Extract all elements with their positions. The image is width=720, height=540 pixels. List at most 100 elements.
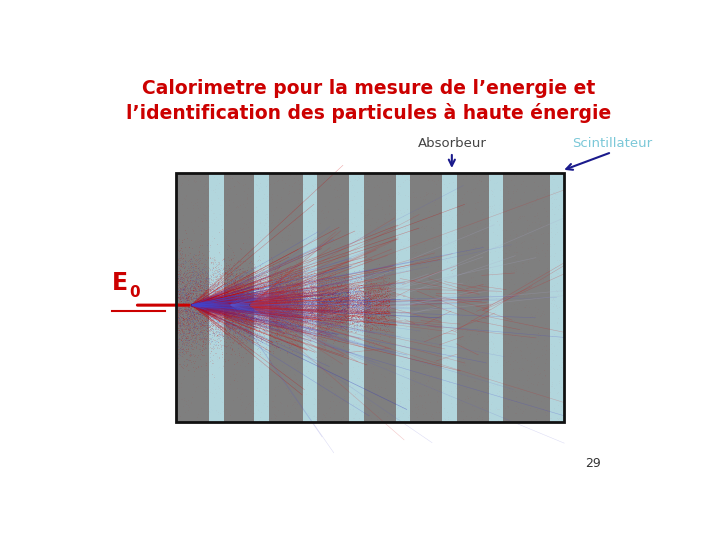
Point	[351, 287, 363, 296]
Point	[384, 201, 395, 210]
Point	[222, 320, 234, 328]
Point	[224, 324, 235, 333]
Point	[194, 282, 206, 291]
Point	[465, 352, 477, 361]
Point	[349, 246, 361, 254]
Point	[293, 291, 305, 299]
Point	[322, 299, 333, 308]
Point	[351, 301, 362, 309]
Point	[341, 309, 352, 318]
Point	[238, 299, 249, 307]
Point	[339, 333, 351, 341]
Point	[266, 233, 278, 241]
Point	[186, 314, 198, 322]
Point	[373, 298, 384, 306]
Point	[474, 305, 486, 314]
Point	[274, 313, 286, 322]
Point	[302, 286, 313, 294]
Point	[336, 305, 348, 313]
Point	[331, 311, 343, 320]
Point	[280, 269, 292, 278]
Point	[296, 269, 307, 278]
Point	[270, 313, 282, 322]
Point	[372, 211, 384, 220]
Point	[178, 278, 189, 287]
Point	[194, 319, 205, 328]
Point	[206, 343, 217, 352]
Point	[342, 292, 354, 300]
Point	[356, 377, 368, 386]
Point	[356, 302, 367, 310]
Point	[346, 314, 358, 322]
Point	[199, 271, 211, 279]
Point	[372, 282, 383, 291]
Point	[344, 292, 356, 300]
Point	[206, 306, 217, 314]
Point	[178, 296, 189, 305]
Point	[249, 286, 261, 294]
Point	[209, 262, 220, 271]
Point	[293, 250, 305, 259]
Point	[191, 408, 202, 416]
Point	[222, 305, 234, 314]
Point	[185, 286, 197, 295]
Point	[202, 306, 213, 314]
Point	[189, 297, 200, 306]
Point	[297, 282, 309, 291]
Point	[269, 287, 280, 296]
Point	[284, 301, 295, 309]
Point	[189, 318, 200, 327]
Point	[235, 326, 247, 335]
Point	[266, 290, 278, 299]
Point	[253, 314, 264, 323]
Point	[218, 326, 230, 335]
Point	[354, 306, 365, 315]
Point	[351, 273, 362, 281]
Point	[293, 288, 305, 297]
Point	[284, 285, 295, 293]
Point	[199, 179, 211, 188]
Point	[264, 355, 276, 364]
Point	[375, 301, 387, 309]
Point	[191, 299, 202, 307]
Point	[539, 222, 550, 231]
Point	[315, 303, 326, 312]
Point	[318, 309, 330, 318]
Point	[222, 277, 233, 286]
Point	[220, 348, 231, 357]
Point	[214, 267, 225, 275]
Point	[350, 298, 361, 306]
Point	[304, 326, 315, 334]
Point	[321, 300, 333, 308]
Point	[214, 354, 225, 362]
Point	[329, 312, 341, 320]
Point	[349, 301, 361, 310]
Point	[333, 398, 345, 407]
Point	[270, 328, 282, 336]
Point	[242, 291, 253, 299]
Point	[318, 284, 330, 292]
Point	[225, 316, 237, 325]
Point	[302, 290, 313, 299]
Point	[338, 309, 350, 318]
Point	[329, 293, 341, 302]
Point	[406, 175, 418, 184]
Point	[382, 287, 393, 295]
Point	[174, 265, 186, 274]
Point	[342, 298, 354, 306]
Point	[240, 323, 252, 332]
Point	[322, 291, 333, 300]
Point	[245, 257, 256, 266]
Point	[195, 267, 207, 275]
Point	[194, 314, 206, 322]
Point	[266, 311, 278, 320]
Point	[554, 364, 565, 373]
Point	[200, 364, 212, 373]
Point	[258, 292, 270, 300]
Point	[341, 292, 352, 301]
Point	[482, 346, 494, 355]
Point	[237, 297, 248, 306]
Point	[184, 286, 196, 294]
Point	[345, 292, 356, 301]
Point	[215, 282, 226, 291]
